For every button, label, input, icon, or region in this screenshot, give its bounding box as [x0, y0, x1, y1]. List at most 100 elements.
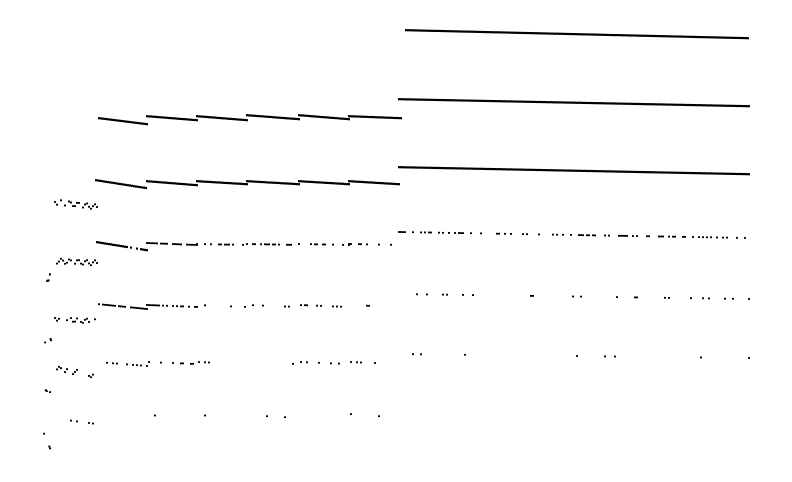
- data-point: [64, 204, 66, 207]
- data-point: [276, 181, 278, 184]
- data-point: [334, 117, 336, 120]
- data-point: [704, 104, 706, 107]
- data-point: [124, 120, 126, 123]
- data-point: [316, 115, 318, 118]
- data-point: [356, 361, 358, 364]
- data-point: [722, 172, 724, 175]
- data-point: [748, 357, 750, 359]
- data-point: [584, 169, 586, 172]
- data-point: [288, 243, 290, 246]
- data-point: [74, 320, 76, 323]
- data-point: [432, 166, 434, 169]
- data-point: [708, 172, 710, 175]
- data-point: [278, 181, 280, 185]
- data-point: [572, 169, 574, 172]
- data-point: [558, 101, 560, 104]
- data-point: [730, 172, 732, 175]
- data-point: [198, 180, 200, 183]
- data-point: [350, 243, 352, 245]
- data-point: [204, 414, 206, 417]
- data-point: [82, 321, 84, 324]
- data-point: [388, 116, 390, 119]
- data-point: [523, 31, 525, 35]
- data-point: [411, 29, 413, 32]
- data-point: [78, 259, 80, 262]
- data-point: [673, 35, 675, 38]
- data-point: [572, 295, 574, 298]
- data-point: [136, 307, 138, 309]
- data-point: [374, 181, 376, 184]
- data-point: [629, 34, 631, 37]
- data-point: [693, 35, 695, 38]
- data-point: [140, 307, 142, 310]
- data-point: [604, 234, 606, 237]
- data-point: [743, 37, 745, 40]
- data-point: [282, 182, 284, 185]
- data-point: [154, 180, 156, 183]
- data-point: [56, 203, 58, 206]
- data-point: [120, 305, 122, 308]
- data-point: [474, 99, 476, 102]
- data-point: [398, 98, 400, 101]
- data-point: [622, 102, 624, 105]
- data-point: [496, 232, 498, 235]
- data-point: [551, 32, 553, 35]
- data-point: [148, 242, 150, 244]
- data-point: [512, 100, 514, 103]
- data-point: [725, 36, 727, 39]
- data-point: [348, 180, 350, 183]
- data-point: [632, 235, 634, 237]
- data-point: [508, 100, 510, 103]
- data-point: [260, 115, 262, 118]
- data-point: [56, 368, 58, 371]
- data-point: [618, 102, 620, 105]
- data-point: [726, 104, 728, 107]
- data-point: [188, 183, 190, 186]
- data-point: [322, 181, 324, 184]
- data-point: [678, 103, 680, 106]
- data-point: [414, 166, 416, 169]
- data-point: [412, 353, 414, 356]
- data-point: [668, 171, 670, 174]
- data-point: [741, 36, 743, 40]
- data-point: [390, 182, 392, 185]
- data-point: [450, 167, 452, 170]
- data-point: [48, 445, 51, 448]
- data-point: [131, 184, 133, 187]
- data-point: [109, 181, 111, 184]
- data-point: [708, 104, 710, 107]
- data-point: [653, 34, 655, 38]
- data-point: [376, 181, 378, 184]
- data-point: [352, 115, 354, 118]
- data-point: [268, 243, 270, 246]
- data-point: [562, 233, 564, 236]
- data-point: [272, 243, 274, 246]
- data-point: [124, 305, 126, 308]
- data-point: [376, 116, 378, 119]
- data-point: [580, 169, 582, 172]
- data-point: [435, 29, 437, 32]
- data-point: [606, 102, 608, 105]
- data-point: [438, 98, 440, 102]
- data-point: [719, 36, 721, 39]
- data-point: [76, 369, 78, 371]
- data-point: [256, 180, 258, 183]
- data-point: [698, 172, 700, 175]
- data-point: [490, 99, 492, 103]
- data-point: [154, 115, 156, 118]
- data-point: [681, 35, 683, 38]
- data-point: [420, 98, 422, 101]
- data-point: [146, 180, 148, 183]
- data-point: [360, 115, 362, 118]
- data-point: [446, 99, 448, 102]
- data-point: [278, 243, 280, 246]
- data-point: [699, 36, 701, 39]
- data-point: [88, 321, 90, 323]
- data-point: [280, 182, 282, 185]
- data-point: [470, 232, 472, 235]
- data-point: [475, 30, 477, 33]
- data-point: [328, 181, 330, 185]
- data-point: [621, 34, 623, 37]
- data-point: [228, 117, 230, 120]
- data-point: [674, 235, 676, 238]
